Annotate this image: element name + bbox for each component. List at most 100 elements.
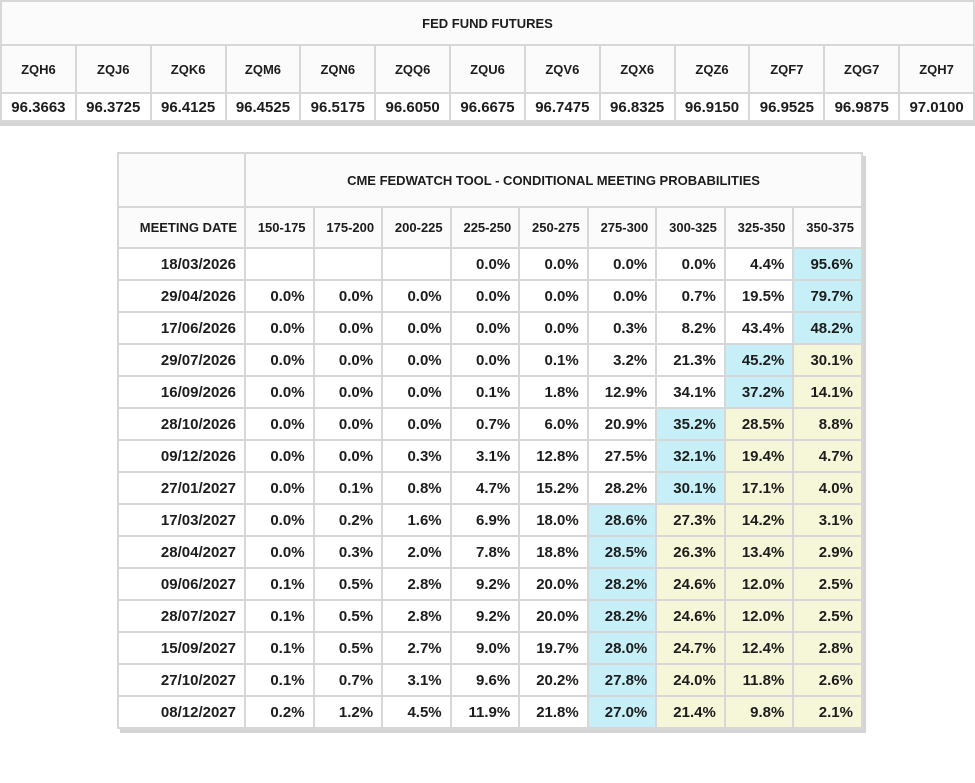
probability-cell: 8.2% xyxy=(655,311,726,345)
futures-header-row: ZQH6 ZQJ6 ZQK6 ZQM6 ZQN6 ZQQ6 ZQU6 ZQV6 ZQX6 ZQZ6… xyxy=(0,44,975,94)
probability-cell: 35.2% xyxy=(655,407,726,441)
probability-cell: 0.5% xyxy=(312,567,384,601)
futures-price-cell: 96.3725 xyxy=(74,92,152,122)
probability-cell: 0.0% xyxy=(381,279,452,313)
probability-cell: 20.9% xyxy=(586,407,658,441)
probability-cell: 9.8% xyxy=(723,695,795,729)
probability-cell: 2.8% xyxy=(792,631,863,665)
rate-range-header: 350-375 xyxy=(792,206,863,249)
probability-cell: 27.8% xyxy=(586,663,658,697)
probability-cell: 2.8% xyxy=(381,599,452,633)
probability-cell: 4.7% xyxy=(449,471,521,505)
fedwatch-row: 08/12/2027 0.2% 1.2% 4.5% 11.9% 21.8% 27.0% 21.… xyxy=(117,695,863,729)
probability-cell: 0.0% xyxy=(449,279,521,313)
probability-cell: 0.1% xyxy=(244,567,315,601)
probability-cell: 24.0% xyxy=(655,663,726,697)
probability-cell: 9.0% xyxy=(449,631,521,665)
probability-cell: 15.2% xyxy=(518,471,589,505)
fedwatch-row: 09/06/2027 0.1% 0.5% 2.8% 9.2% 20.0% 28.2% 24.6… xyxy=(117,567,863,601)
rate-range-header: 150-175 xyxy=(244,206,315,249)
probability-cell: 1.6% xyxy=(381,503,452,537)
probability-cell: 4.4% xyxy=(723,247,795,281)
probability-cell: 12.4% xyxy=(723,631,795,665)
fedwatch-row: 17/03/2027 0.0% 0.2% 1.6% 6.9% 18.0% 28.6% 27.3… xyxy=(117,503,863,537)
meeting-date-cell: 29/04/2026 xyxy=(117,279,246,313)
fedwatch-row: 17/06/2026 0.0% 0.0% 0.0% 0.0% 0.0% 0.3% 8.2% 43… xyxy=(117,311,863,345)
probability-cell: 0.0% xyxy=(244,471,315,505)
probability-cell: 4.0% xyxy=(792,471,863,505)
probability-cell: 19.5% xyxy=(723,279,795,313)
probability-cell: 95.6% xyxy=(792,247,863,281)
futures-price-cell: 96.8325 xyxy=(598,92,676,122)
probability-cell xyxy=(312,247,384,281)
probability-cell: 24.7% xyxy=(655,631,726,665)
rate-range-header: 225-250 xyxy=(449,206,521,249)
probability-cell: 0.0% xyxy=(244,439,315,473)
meeting-date-cell: 08/12/2027 xyxy=(117,695,246,729)
rate-range-header: 275-300 xyxy=(586,206,658,249)
probability-cell: 0.0% xyxy=(449,311,521,345)
probability-cell: 48.2% xyxy=(792,311,863,345)
probability-cell: 18.0% xyxy=(518,503,589,537)
probability-cell: 28.5% xyxy=(586,535,658,569)
fedwatch-row: 16/09/2026 0.0% 0.0% 0.0% 0.1% 1.8% 12.9% 34.1%… xyxy=(117,375,863,409)
fedwatch-row: 27/01/2027 0.0% 0.1% 0.8% 4.7% 15.2% 28.2% 30.1… xyxy=(117,471,863,505)
probability-cell: 21.4% xyxy=(655,695,726,729)
futures-contract-header: ZQH6 xyxy=(0,44,77,94)
probability-cell: 3.1% xyxy=(381,663,452,697)
probability-cell: 0.3% xyxy=(381,439,452,473)
probability-cell: 4.7% xyxy=(792,439,863,473)
meeting-date-cell: 17/03/2027 xyxy=(117,503,246,537)
rate-range-header: 200-225 xyxy=(381,206,452,249)
fed-fund-futures-table: FED FUND FUTURES ZQH6 ZQJ6 ZQK6 ZQM6 ZQN6 ZQQ… xyxy=(0,0,975,122)
probability-cell: 2.6% xyxy=(792,663,863,697)
futures-price-cell: 96.4525 xyxy=(224,92,302,122)
futures-contract-header: ZQV6 xyxy=(523,44,601,94)
meeting-date-cell: 29/07/2026 xyxy=(117,343,246,377)
probability-cell: 43.4% xyxy=(723,311,795,345)
futures-contract-header: ZQF7 xyxy=(748,44,826,94)
probability-cell: 0.5% xyxy=(312,599,384,633)
probability-cell: 0.0% xyxy=(586,247,658,281)
futures-contract-header: ZQJ6 xyxy=(74,44,152,94)
probability-cell: 0.0% xyxy=(312,311,384,345)
probability-cell: 0.0% xyxy=(518,247,589,281)
probability-cell: 2.5% xyxy=(792,567,863,601)
fedwatch-title-row: CME FEDWATCH TOOL - CONDITIONAL MEETING … xyxy=(117,152,863,208)
probability-cell: 2.8% xyxy=(381,567,452,601)
probability-cell: 0.3% xyxy=(586,311,658,345)
fedwatch-header-row: MEETING DATE 150-175 175-200 200-225 225-25… xyxy=(117,206,863,249)
futures-price-cell: 96.9875 xyxy=(823,92,901,122)
probability-cell: 27.3% xyxy=(655,503,726,537)
probability-cell: 28.2% xyxy=(586,599,658,633)
probability-cell: 0.0% xyxy=(381,375,452,409)
probability-cell: 0.1% xyxy=(244,663,315,697)
fedwatch-row: 09/12/2026 0.0% 0.0% 0.3% 3.1% 12.8% 27.5% 32.1… xyxy=(117,439,863,473)
meeting-date-cell: 09/12/2026 xyxy=(117,439,246,473)
probability-cell: 4.5% xyxy=(381,695,452,729)
meeting-date-cell: 09/06/2027 xyxy=(117,567,246,601)
probability-cell: 12.0% xyxy=(723,567,795,601)
futures-price-row: 96.3663 96.3725 96.4125 96.4525 96.5175 96.60… xyxy=(0,92,975,122)
probability-cell: 0.0% xyxy=(244,535,315,569)
probability-cell: 13.4% xyxy=(723,535,795,569)
probability-cell: 9.2% xyxy=(449,599,521,633)
probability-cell: 0.2% xyxy=(244,695,315,729)
probability-cell: 0.0% xyxy=(381,311,452,345)
probability-cell: 6.9% xyxy=(449,503,521,537)
futures-price-cell: 96.4125 xyxy=(149,92,227,122)
fedwatch-row: 29/07/2026 0.0% 0.0% 0.0% 0.0% 0.1% 3.2% 21.3% 4… xyxy=(117,343,863,377)
futures-price-cell: 96.9525 xyxy=(748,92,826,122)
probability-cell: 20.0% xyxy=(518,567,589,601)
probability-cell: 12.0% xyxy=(723,599,795,633)
probability-cell: 26.3% xyxy=(655,535,726,569)
rate-range-header: 175-200 xyxy=(312,206,384,249)
probability-cell: 3.1% xyxy=(792,503,863,537)
fedwatch-row: 15/09/2027 0.1% 0.5% 2.7% 9.0% 19.7% 28.0% 24.7… xyxy=(117,631,863,665)
probability-cell: 32.1% xyxy=(655,439,726,473)
probability-cell: 37.2% xyxy=(723,375,795,409)
probability-cell: 21.8% xyxy=(518,695,589,729)
futures-contract-header: ZQQ6 xyxy=(374,44,452,94)
probability-cell: 24.6% xyxy=(655,567,726,601)
probability-cell xyxy=(244,247,315,281)
